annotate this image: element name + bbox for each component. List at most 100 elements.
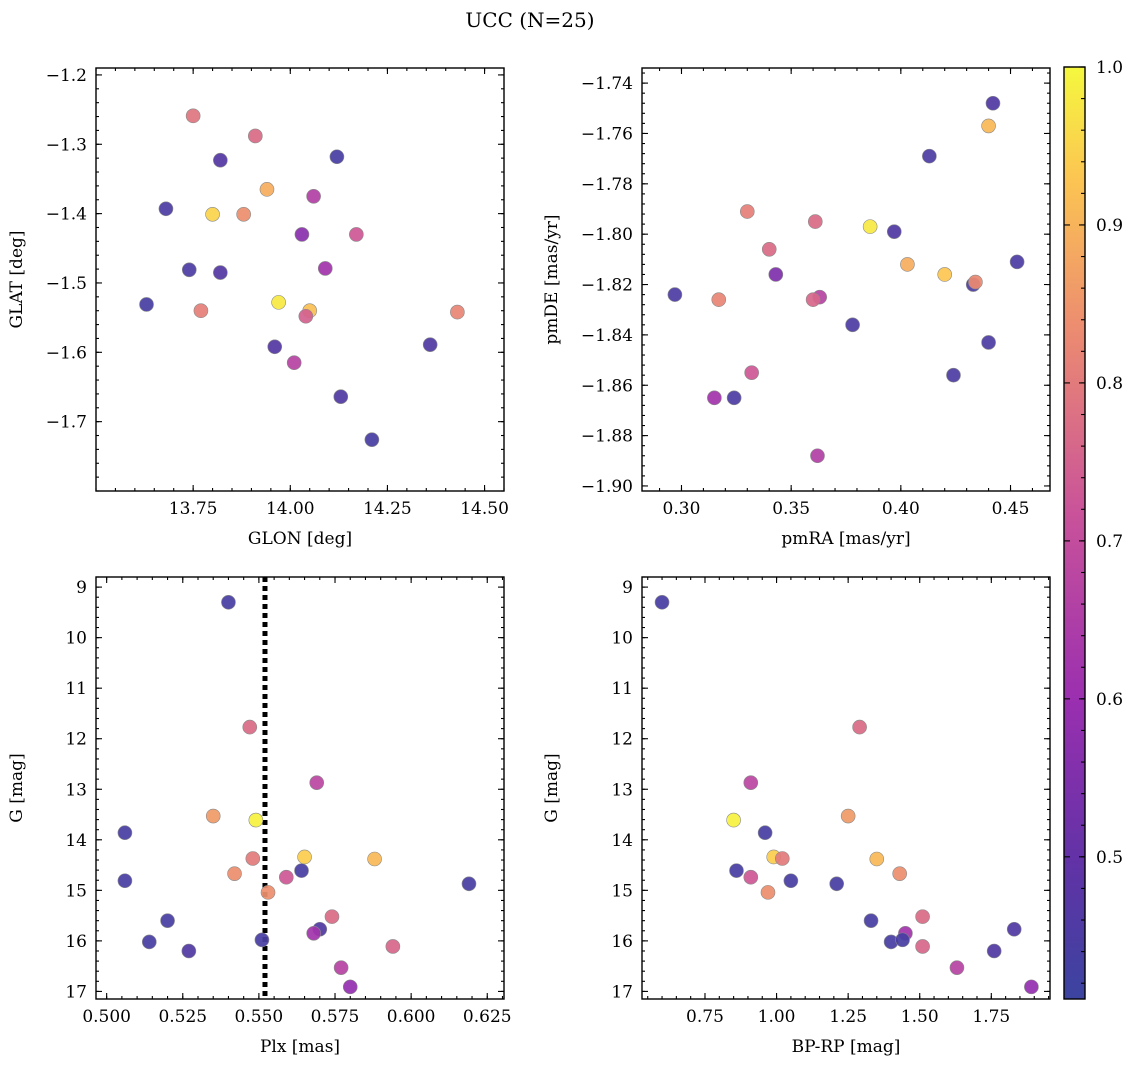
data-point <box>986 943 1002 959</box>
data-point <box>654 594 670 610</box>
colorbar-tick-label: 0.9 <box>1096 216 1123 236</box>
y-tick-label: 16 <box>611 932 633 952</box>
data-point <box>259 182 275 197</box>
y-tick-label: 12 <box>65 730 87 750</box>
y-tick-label: 13 <box>65 780 87 800</box>
data-point <box>886 224 902 239</box>
data-point <box>667 287 683 302</box>
x-axis-label: Plx [mas] <box>260 1037 340 1057</box>
data-point <box>807 214 823 229</box>
figure-title: UCC (N=25) <box>465 8 594 32</box>
data-point <box>254 932 270 948</box>
y-tick-label: 13 <box>611 780 633 800</box>
y-tick-label: 14 <box>611 831 633 851</box>
data-point <box>840 808 856 824</box>
y-tick-label: −1.74 <box>581 74 633 94</box>
y-tick-label: −1.7 <box>46 413 87 433</box>
data-point <box>1009 254 1025 270</box>
data-point <box>349 227 364 242</box>
y-tick-label: 9 <box>622 578 633 598</box>
x-tick-label: 14.25 <box>363 499 412 519</box>
data-point <box>306 188 321 204</box>
data-point <box>117 825 133 841</box>
data-point <box>852 719 867 735</box>
colorbar-frame <box>1063 66 1086 1000</box>
y-tick-label: 17 <box>611 982 633 1002</box>
x-tick-label: 0.625 <box>463 1007 512 1027</box>
y-tick-label: −1.4 <box>46 205 87 225</box>
data-point <box>845 317 860 333</box>
y-tick-label: −1.5 <box>46 274 87 294</box>
data-point <box>242 719 258 735</box>
data-point <box>915 939 930 954</box>
y-tick-label: −1.90 <box>581 477 633 497</box>
data-point <box>158 201 174 217</box>
axes-frame <box>95 576 505 1000</box>
x-tick-label: 0.30 <box>663 499 701 519</box>
data-point <box>306 925 322 941</box>
data-point <box>227 866 242 881</box>
colorbar-gradient <box>1064 67 1085 999</box>
data-point <box>760 885 776 900</box>
data-point <box>783 873 799 889</box>
data-point <box>205 207 220 222</box>
data-point <box>726 390 742 406</box>
data-point <box>333 960 349 975</box>
colorbar-tick-label: 0.5 <box>1096 848 1123 868</box>
y-axis-label: GLAT [deg] <box>7 230 27 328</box>
data-point <box>181 943 197 959</box>
data-point <box>810 448 825 464</box>
data-point <box>286 355 302 371</box>
data-point <box>160 913 175 928</box>
x-tick-label: 0.600 <box>387 1007 436 1027</box>
x-axis-label: pmRA [mas/yr] <box>781 529 910 549</box>
y-tick-label: −1.78 <box>581 175 633 195</box>
y-tick-label: −1.6 <box>46 343 87 363</box>
data-point <box>949 960 965 975</box>
data-point <box>117 873 133 889</box>
data-point <box>743 775 759 790</box>
y-tick-label: −1.88 <box>581 427 633 447</box>
y-tick-label: −1.2 <box>46 66 87 86</box>
x-tick-label: 0.525 <box>158 1007 207 1027</box>
x-tick-label: 0.500 <box>82 1007 131 1027</box>
data-point <box>422 337 438 352</box>
data-point <box>744 365 759 380</box>
y-tick-label: −1.84 <box>581 326 633 346</box>
x-tick-label: 1.50 <box>901 1007 939 1027</box>
data-point <box>385 939 401 954</box>
data-point <box>711 292 727 307</box>
data-point <box>298 308 314 324</box>
y-tick-label: 10 <box>611 629 633 649</box>
data-point <box>757 825 773 841</box>
data-point <box>267 339 283 355</box>
panel-glon-glat: 13.75 14.00 14.25 14.50 −1.7 −1.6 −1.5 −1.4 −1.3… <box>7 66 509 549</box>
data-point <box>1024 979 1039 995</box>
data-point <box>985 95 1001 111</box>
y-tick-label: 15 <box>611 881 633 901</box>
data-point <box>278 869 294 885</box>
x-axis-label: BP-RP [mag] <box>792 1037 901 1057</box>
colorbar-tick-label: 1.0 <box>1096 58 1123 78</box>
data-point <box>900 257 915 272</box>
x-tick-label: 0.35 <box>772 499 810 519</box>
y-axis-label: G [mag] <box>542 753 562 822</box>
x-tick-label: 14.50 <box>460 499 509 519</box>
data-point <box>461 876 477 892</box>
x-tick-label: 0.75 <box>686 1007 724 1027</box>
y-tick-label: 11 <box>65 679 87 699</box>
data-point <box>221 594 236 610</box>
data-point <box>862 219 878 234</box>
data-point <box>139 297 154 312</box>
x-tick-label: 1.00 <box>758 1007 796 1027</box>
data-point <box>294 227 310 242</box>
x-tick-label: 14.00 <box>266 499 315 519</box>
data-point <box>185 108 201 124</box>
data-point <box>297 849 312 865</box>
data-point <box>245 851 261 866</box>
data-point <box>248 812 264 828</box>
data-point <box>729 863 744 878</box>
data-point <box>739 204 755 219</box>
data-point <box>260 885 276 900</box>
data-point <box>829 876 844 892</box>
